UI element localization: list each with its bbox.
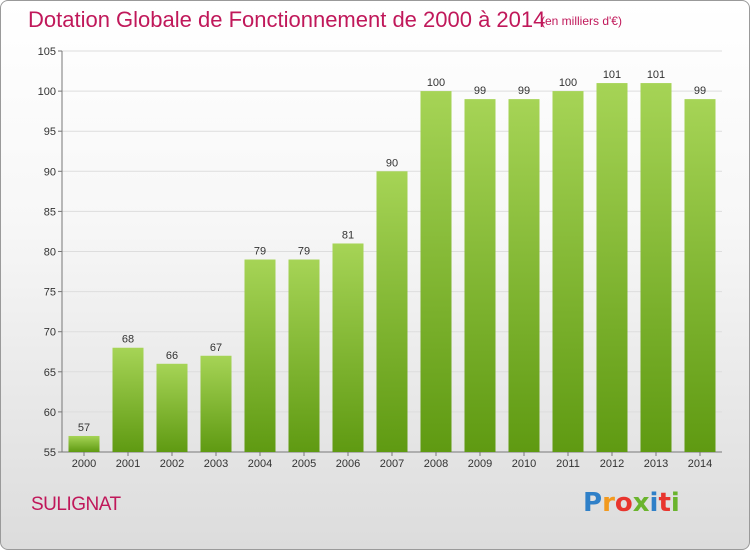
x-tick-label: 2001 xyxy=(116,458,140,470)
bar xyxy=(464,99,496,453)
bar xyxy=(420,91,452,452)
x-tick-label: 2003 xyxy=(204,458,228,470)
data-label: 100 xyxy=(559,77,577,89)
data-label: 67 xyxy=(210,342,222,354)
bar xyxy=(112,347,144,452)
y-tick-label: 95 xyxy=(44,126,56,138)
bar xyxy=(640,83,672,452)
x-tick-label: 2006 xyxy=(336,458,360,470)
x-tick-label: 2012 xyxy=(600,458,624,470)
logo-letter: P xyxy=(583,488,603,518)
bar xyxy=(332,243,364,452)
x-tick-label: 2011 xyxy=(556,458,580,470)
x-tick-label: 2004 xyxy=(248,458,272,470)
y-tick-label: 75 xyxy=(44,287,56,299)
y-tick-label: 70 xyxy=(44,327,56,339)
y-tick-label: 55 xyxy=(44,447,56,459)
data-label: 79 xyxy=(254,246,266,258)
bar xyxy=(684,99,716,453)
y-tick-label: 85 xyxy=(44,206,56,218)
x-tick-label: 2013 xyxy=(644,458,668,470)
logo-letter: x xyxy=(632,488,650,518)
y-tick-label: 100 xyxy=(38,86,56,98)
data-label: 57 xyxy=(78,422,90,434)
data-label: 101 xyxy=(603,69,621,81)
data-label: 81 xyxy=(342,229,354,241)
data-label: 99 xyxy=(518,85,530,97)
bar xyxy=(288,259,320,452)
y-tick-label: 60 xyxy=(44,407,56,419)
y-tick-label: 65 xyxy=(44,367,56,379)
x-tick-label: 2014 xyxy=(688,458,712,470)
bar xyxy=(508,99,540,453)
bar xyxy=(376,171,408,453)
logo-letter: o xyxy=(614,488,633,518)
data-label: 101 xyxy=(647,69,665,81)
logo-letter: i xyxy=(670,488,680,518)
x-tick-label: 2000 xyxy=(72,458,96,470)
bar xyxy=(244,259,276,452)
x-tick-label: 2005 xyxy=(292,458,316,470)
data-label: 68 xyxy=(122,334,134,346)
data-label: 66 xyxy=(166,350,178,362)
bar xyxy=(552,91,584,452)
y-tick-label: 90 xyxy=(44,166,56,178)
data-label: 100 xyxy=(427,77,445,89)
commune-name: SULIGNAT xyxy=(31,494,121,515)
y-tick-label: 80 xyxy=(44,247,56,259)
data-label: 90 xyxy=(386,157,398,169)
x-tick-label: 2007 xyxy=(380,458,404,470)
chart-title: Dotation Globale de Fonctionnement de 20… xyxy=(28,7,546,32)
proxiti-logo: Proxiti xyxy=(583,488,680,518)
x-tick-label: 2008 xyxy=(424,458,448,470)
logo-letter: r xyxy=(602,488,615,518)
bar xyxy=(156,363,188,452)
bar xyxy=(596,83,628,452)
x-tick-label: 2010 xyxy=(512,458,536,470)
x-tick-label: 2002 xyxy=(160,458,184,470)
chart-subtitle: (en milliers d'€) xyxy=(541,14,622,28)
data-label: 79 xyxy=(298,246,310,258)
x-tick-label: 2009 xyxy=(468,458,492,470)
logo-letter: t xyxy=(658,488,671,518)
bar xyxy=(68,435,100,452)
logo-letter: i xyxy=(649,488,659,518)
data-label: 99 xyxy=(694,85,706,97)
y-tick-label: 105 xyxy=(38,46,56,58)
bar xyxy=(200,355,232,452)
data-label: 99 xyxy=(474,85,486,97)
